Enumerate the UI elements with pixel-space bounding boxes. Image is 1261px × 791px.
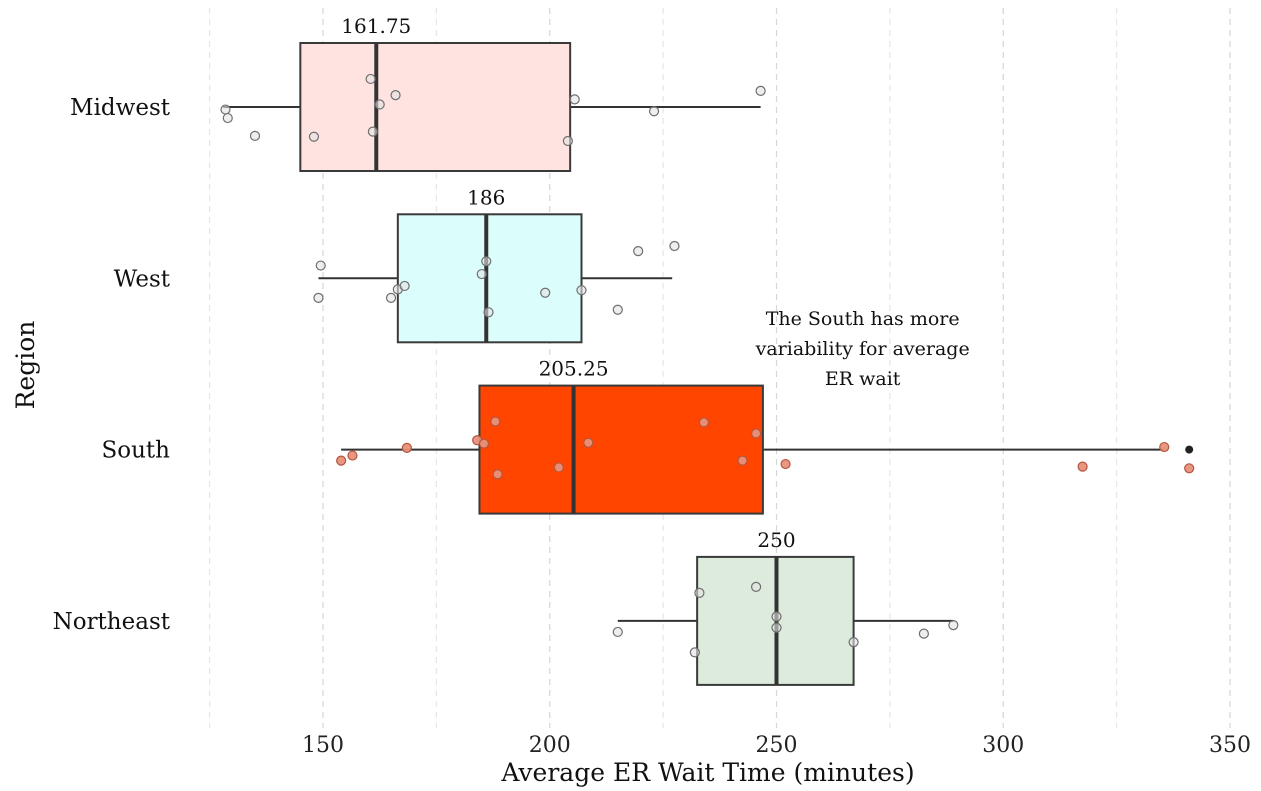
jitter-point (553, 462, 564, 473)
jitter-point (1077, 461, 1088, 472)
x-tick-label: 350 (1209, 733, 1251, 758)
jitter-point (737, 455, 748, 466)
jitter-point (689, 647, 700, 658)
x-tick-label: 200 (529, 733, 571, 758)
jitter-point (401, 442, 412, 453)
y-category-label: West (114, 266, 171, 292)
jitter-point (478, 438, 490, 449)
box (478, 384, 764, 515)
x-axis-title: Average ER Wait Time (minutes) (500, 758, 914, 787)
jitter-point (750, 581, 762, 593)
median-label: 186 (467, 185, 505, 209)
jitter-point (483, 307, 494, 318)
annotation-line: The South has more (766, 308, 960, 330)
jitter-point (367, 126, 378, 137)
jitter-point (612, 626, 623, 638)
jitter-point (481, 256, 492, 267)
jitter-point (562, 135, 573, 147)
box-plots (223, 42, 1194, 686)
jitter-point (569, 94, 580, 105)
jitter-point (222, 112, 233, 124)
jitter-point (336, 455, 347, 466)
jitter-point (694, 587, 705, 598)
jitter-point (633, 246, 644, 257)
jitter-point (576, 285, 587, 296)
jitter-point (755, 85, 766, 96)
jitter-point (612, 304, 623, 315)
y-category-label: Northeast (53, 609, 171, 635)
labels: 150 200 250 300 350 Midwest 161.75 West 186 South… (53, 14, 1251, 758)
jitter-point (308, 131, 320, 142)
jitter-point (385, 292, 397, 303)
jitter-point (1184, 463, 1195, 474)
median-label: 205.25 (539, 357, 609, 381)
jitter-point (848, 637, 859, 648)
jitter-point (540, 287, 551, 298)
jitter-point (918, 628, 929, 639)
jitter-point (948, 620, 959, 631)
jitter-point (347, 450, 358, 461)
jitter-point (771, 611, 782, 622)
jitter-point (492, 469, 503, 480)
jitter-point (1159, 441, 1170, 453)
median-label: 250 (757, 528, 795, 552)
x-tick-label: 300 (982, 733, 1024, 758)
jitter-point (313, 292, 324, 303)
x-tick-label: 150 (302, 733, 344, 758)
jitter-point (490, 416, 501, 427)
y-axis-title: Region (11, 321, 40, 410)
jitter-point (315, 260, 326, 271)
jitter-point (780, 458, 791, 470)
outlier-point (1185, 445, 1194, 454)
annotation-line: variability for average (755, 338, 970, 360)
jitter-point (669, 240, 680, 252)
x-tick-label: 250 (756, 733, 798, 758)
jitter-point (476, 268, 487, 280)
y-category-label: South (102, 438, 171, 464)
jitter-point (365, 73, 376, 85)
median-label: 161.75 (341, 14, 411, 38)
jitter-point (249, 130, 261, 141)
y-category-label: Midwest (70, 95, 171, 121)
jitter-point (374, 99, 385, 110)
jitter-point (771, 622, 782, 633)
jitter-point (583, 437, 594, 448)
annotation-line: ER wait (825, 368, 901, 390)
jitter-point (220, 104, 231, 115)
jitter-point (698, 417, 710, 428)
chart-annotation: The South has more variability for averag… (755, 308, 970, 390)
jitter-points (220, 73, 1195, 658)
jitter-point (399, 280, 410, 292)
jitter-point (750, 428, 762, 439)
jitter-point (390, 89, 401, 101)
box (396, 213, 583, 344)
box (299, 42, 572, 172)
jitter-point (648, 106, 660, 117)
